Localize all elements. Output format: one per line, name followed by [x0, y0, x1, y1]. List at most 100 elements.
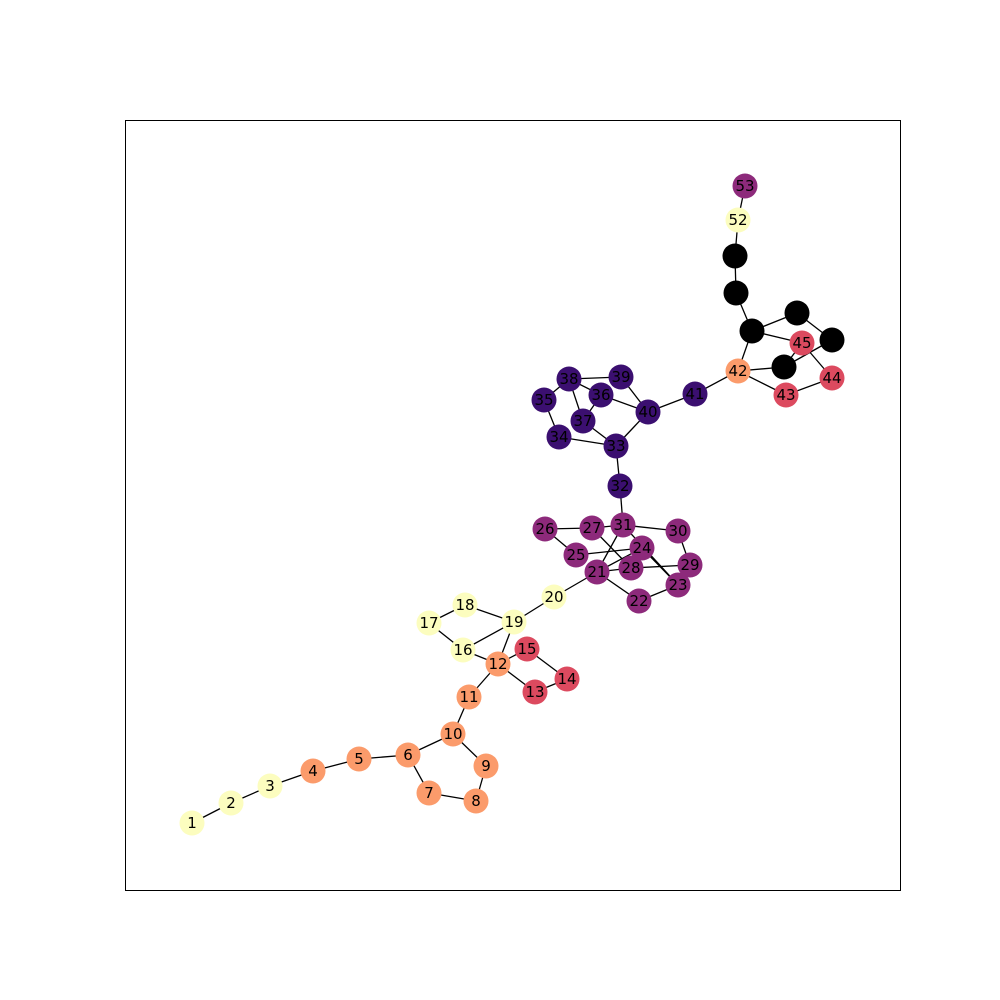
node-label: 21 — [587, 563, 606, 581]
node-label: 5 — [354, 750, 364, 768]
graph-node: 40 — [635, 399, 661, 425]
graph-node: 28 — [618, 555, 644, 581]
graph-node: 12 — [485, 651, 511, 677]
node-circle — [440, 721, 466, 747]
node-label: 33 — [606, 437, 625, 455]
node-label: 28 — [621, 559, 640, 577]
graph-node: 5 — [346, 746, 372, 772]
node-circle — [723, 280, 749, 306]
node-circle — [773, 382, 799, 408]
graph-node: 33 — [603, 433, 629, 459]
node-circle — [677, 552, 703, 578]
node-label: 6 — [403, 746, 413, 764]
node-circle — [514, 636, 540, 662]
node-circle — [532, 516, 558, 542]
node-label: 22 — [629, 592, 648, 610]
node-circle — [588, 382, 614, 408]
graph-node: 43 — [773, 382, 799, 408]
node-circle — [819, 365, 845, 391]
node-label: 10 — [443, 725, 462, 743]
graph-node: 11 — [456, 684, 482, 710]
node-label: 40 — [638, 403, 657, 421]
graph-node: 39 — [608, 364, 634, 390]
plot-frame — [125, 120, 901, 891]
node-circle — [463, 788, 489, 814]
node-circle — [485, 651, 511, 677]
graph-node: 18 — [452, 592, 478, 618]
node-label: 14 — [557, 670, 576, 688]
node-circle — [395, 742, 421, 768]
node-circle — [626, 588, 652, 614]
node-label: 35 — [534, 391, 553, 409]
node-label: 17 — [419, 614, 438, 632]
node-circle — [556, 366, 582, 392]
graph-node: 22 — [626, 588, 652, 614]
graph-node: 15 — [514, 636, 540, 662]
graph-node: 25 — [563, 542, 589, 568]
node-circle — [416, 610, 442, 636]
graph-node: 37 — [570, 408, 596, 434]
node-circle — [501, 609, 527, 635]
node-circle — [579, 515, 605, 541]
node-label: 3 — [265, 777, 275, 795]
graph-node: 30 — [665, 518, 691, 544]
node-circle — [618, 555, 644, 581]
node-circle — [725, 358, 751, 384]
node-label: 30 — [668, 522, 687, 540]
graph-node: 38 — [556, 366, 582, 392]
node-label: 1 — [187, 814, 197, 832]
node-circle — [603, 433, 629, 459]
node-circle — [725, 207, 751, 233]
node-label: 45 — [792, 334, 811, 352]
graph-node: 52 — [725, 207, 751, 233]
node-circle — [784, 300, 810, 326]
node-label: 18 — [455, 596, 474, 614]
graph-node: 53 — [732, 173, 758, 199]
node-circle — [771, 354, 797, 380]
node-circle — [346, 746, 372, 772]
node-label: 42 — [728, 362, 747, 380]
node-circle — [531, 387, 557, 413]
node-label: 19 — [504, 613, 523, 631]
node-label: 15 — [517, 640, 536, 658]
node-label: 32 — [610, 477, 629, 495]
node-circle — [570, 408, 596, 434]
graph-node: 14 — [554, 666, 580, 692]
node-circle — [456, 684, 482, 710]
graph-node: 9 — [473, 753, 499, 779]
graph-node — [739, 318, 765, 344]
node-circle — [546, 424, 572, 450]
graph-node: 1 — [179, 810, 205, 836]
graph-node — [819, 327, 845, 353]
graph-node: 26 — [532, 516, 558, 542]
node-circle — [218, 790, 244, 816]
node-label: 26 — [535, 520, 554, 538]
node-circle — [257, 773, 283, 799]
node-circle — [450, 637, 476, 663]
node-label: 53 — [735, 177, 754, 195]
node-label: 11 — [459, 688, 478, 706]
node-circle — [739, 318, 765, 344]
node-label: 41 — [685, 385, 704, 403]
node-circle — [563, 542, 589, 568]
graph-node: 32 — [607, 473, 633, 499]
graph-node: 27 — [579, 515, 605, 541]
graph-node — [723, 280, 749, 306]
graph-node: 4 — [300, 758, 326, 784]
node-label: 44 — [822, 369, 841, 387]
node-label: 9 — [481, 757, 491, 775]
node-label: 12 — [488, 655, 507, 673]
graph-node: 6 — [395, 742, 421, 768]
node-label: 31 — [613, 516, 632, 534]
node-label: 4 — [308, 762, 318, 780]
graph-node: 24 — [629, 535, 655, 561]
node-label: 37 — [573, 412, 592, 430]
graph-node: 45 — [789, 330, 815, 356]
node-label: 27 — [582, 519, 601, 537]
node-label: 29 — [680, 556, 699, 574]
graph-node: 7 — [416, 780, 442, 806]
node-label: 20 — [544, 588, 563, 606]
graph-node: 41 — [682, 381, 708, 407]
